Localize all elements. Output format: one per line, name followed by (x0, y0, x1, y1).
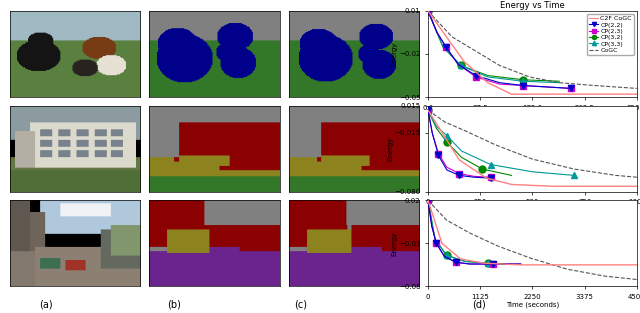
X-axis label: Time (seconds): Time (seconds) (506, 301, 559, 308)
X-axis label: Time (seconds): Time (seconds) (506, 112, 559, 119)
Y-axis label: Energy: Energy (392, 42, 397, 66)
Text: (c): (c) (294, 300, 307, 310)
Title: Energy vs Time: Energy vs Time (500, 1, 564, 10)
X-axis label: Time (seconds): Time (seconds) (506, 207, 559, 213)
Y-axis label: Energy: Energy (392, 231, 397, 255)
Legend: C2F CoGC, CP(2,2), CP(2,3), CP(3,2), CP(3,3), CoGC: C2F CoGC, CP(2,2), CP(2,3), CP(3,2), CP(… (587, 14, 634, 55)
Text: (b): (b) (167, 300, 181, 310)
Y-axis label: Energy: Energy (387, 136, 393, 161)
Text: (d): (d) (472, 300, 486, 310)
Text: (a): (a) (39, 300, 53, 310)
